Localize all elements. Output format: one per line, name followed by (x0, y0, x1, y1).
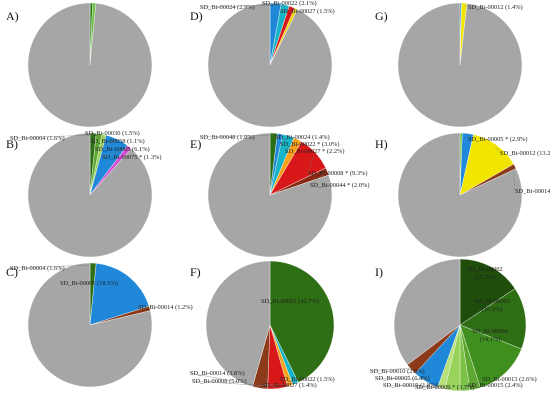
pie-panel-g: G) SD_Bt-00012 (1.4%) (375, 2, 523, 128)
slice-label: SD_Bt-00002 (467, 266, 503, 273)
pie-slice (89, 263, 150, 326)
slice-label: SD_Bt-00008 (5.0%) (192, 378, 247, 385)
leader-line (279, 378, 295, 382)
leader-line (191, 380, 278, 387)
leader-line (513, 167, 516, 192)
slice-label: SD_Bt-00001 (42.7%) (261, 298, 319, 305)
pie-slice (459, 258, 516, 326)
slice-label: SD_Bt-00008 * (9.3%) (308, 170, 367, 177)
pie-slice (459, 288, 527, 350)
pie-panel-i: I) SD_Bt-00002(15.7%) SD_Bt-00003(15.2%) SD… (369, 258, 537, 392)
panel-letter: A) (6, 9, 19, 23)
panel-letter: I) (375, 265, 383, 279)
panel-letter: G) (375, 9, 388, 23)
slice-label: SD_Bt-00024 (2.9%) (200, 4, 255, 11)
leader-line (279, 137, 288, 145)
pie-panel-d: D)SD_Bt-00024 (2.9%) SD_Bt-00022 (2.1%)SD… (190, 0, 335, 128)
pie-panel-a: A) (6, 2, 153, 128)
leader-line (274, 135, 280, 138)
leader-line (9, 134, 94, 139)
pie-panel-h: H) SD_Bt-00005 * (2.9%) SD_Bt-00012 (13.2%… (375, 132, 550, 258)
leader-line (495, 146, 501, 154)
slice-label: SD_Bt-00027 (1.5%) (280, 8, 335, 15)
leader-line (89, 136, 104, 142)
pie-slice (27, 262, 153, 388)
slice-label: SD_Bt-00005 (6.1%) (95, 146, 150, 153)
leader-line (369, 367, 413, 372)
leader-line (309, 172, 326, 186)
leader-line (464, 4, 469, 8)
slice-label: SD_Bt-00024 (1.4%) (275, 134, 330, 141)
pie-slice (397, 132, 523, 258)
slice-label: SD_Bt-00004 (472, 328, 508, 335)
leader-line (382, 384, 442, 387)
pie-panel-b: B)SD_Bt-00004 (1.6%)SD_Bt-00030 (1.5%)SD… (6, 130, 161, 258)
slice-label: SD_Bt-00027 * (2.2%) (285, 148, 344, 155)
pie-slice (27, 2, 153, 128)
slice-label: SD_Bt-00048 (1.9%) (200, 134, 255, 141)
slice-label: SD_Bt-00015 (2.4%) (468, 382, 523, 389)
leader-line (84, 132, 99, 136)
slice-label: SD_Bt-00005 * (2.9%) (468, 136, 527, 143)
slice-label: SD_Bt-00014 (1.3%) (515, 188, 550, 195)
slice-label: SD_Bt-00004 (1.6%) (10, 265, 65, 272)
panel-letter: F) (190, 265, 201, 279)
leader-line (414, 386, 453, 389)
pie-slice (397, 2, 523, 128)
slice-label: SD_Bt-00014 (3.8%) (190, 370, 245, 377)
pie-panel-f: F)SD_Bt-00001 (42.7%)SD_Bt-00022 (1.5%)S… (189, 260, 335, 390)
leader-line (307, 154, 315, 174)
leader-line (284, 141, 298, 152)
leader-line (189, 372, 261, 387)
slice-label: SD_Bt-00013 (2.6%) (482, 376, 537, 383)
pie-panel-e: E)SD_Bt-00048 (1.9%) SD_Bt-00024 (1.4%)SD… (190, 132, 369, 258)
slice-label: SD_Bt-00009 * (3.7%) (415, 384, 474, 391)
slice-label: SD_Bt-00027 (1.4%) (262, 382, 317, 389)
slice-label: SD_Bt-00022 * (3.0%) (280, 141, 339, 148)
slice-label: SD_Bt-00022 (2.1%) (262, 0, 317, 7)
slice-label-percent: (15.2%) (482, 306, 503, 313)
slice-label: SD_Bt-00058 (1.1%) (90, 138, 145, 145)
leader-line (199, 134, 274, 138)
leader-line (261, 383, 290, 386)
pie-slice (207, 2, 333, 128)
slice-label: SD_Bt-00014 (1.2%) (138, 304, 193, 311)
panel-letter: E) (190, 137, 201, 151)
pie-panel-c: C)SD_Bt-00004 (1.6%) SD_Bt-00005 (18.5%) S… (6, 262, 193, 388)
leader-line (464, 384, 469, 389)
leader-line (101, 148, 129, 158)
slice-label: SD_Bt-00012 (13.2%) (500, 150, 550, 157)
pie-slice (207, 132, 333, 258)
panel-letter: B) (6, 137, 18, 151)
leader-line (94, 140, 117, 150)
slice-label: SD_Bt-00010 (2.8%) (370, 368, 425, 375)
leader-line (374, 377, 427, 380)
slice-label-percent: (15.7%) (475, 274, 496, 281)
slice-label: SD_Bt-00003 (474, 298, 510, 305)
pie-slice (393, 258, 461, 366)
slice-label: SD_Bt-00075 * (1.3%) (102, 154, 161, 161)
panel-letter: C) (6, 265, 18, 279)
leader-line (474, 378, 483, 388)
pie-slice (269, 260, 335, 383)
panel-letter: D) (190, 9, 203, 23)
leader-line (137, 306, 148, 310)
panel-letter: H) (375, 137, 388, 151)
slice-label: SD_Bt-00004 (1.6%) (10, 135, 65, 142)
leader-line (261, 2, 285, 8)
slice-label: SD_Bt-00030 (1.5%) (85, 130, 140, 137)
pie-slice (27, 132, 153, 258)
leader-line (199, 5, 276, 8)
pie-slice (205, 260, 271, 387)
slice-label: SD_Bt-00044 * (2.0%) (310, 182, 369, 189)
slice-label: SD_Bt-00005 (18.5%) (60, 280, 118, 287)
slice-label: SD_Bt-00022 (1.5%) (280, 376, 335, 383)
leader-line (279, 8, 292, 12)
slice-label-percent: (14.1%) (480, 336, 501, 343)
leader-line (9, 264, 94, 269)
slice-label: SD_Bt-00005 (6.4%) (375, 375, 430, 382)
slice-label: SD_Bt-00012 (1.4%) (468, 4, 523, 11)
